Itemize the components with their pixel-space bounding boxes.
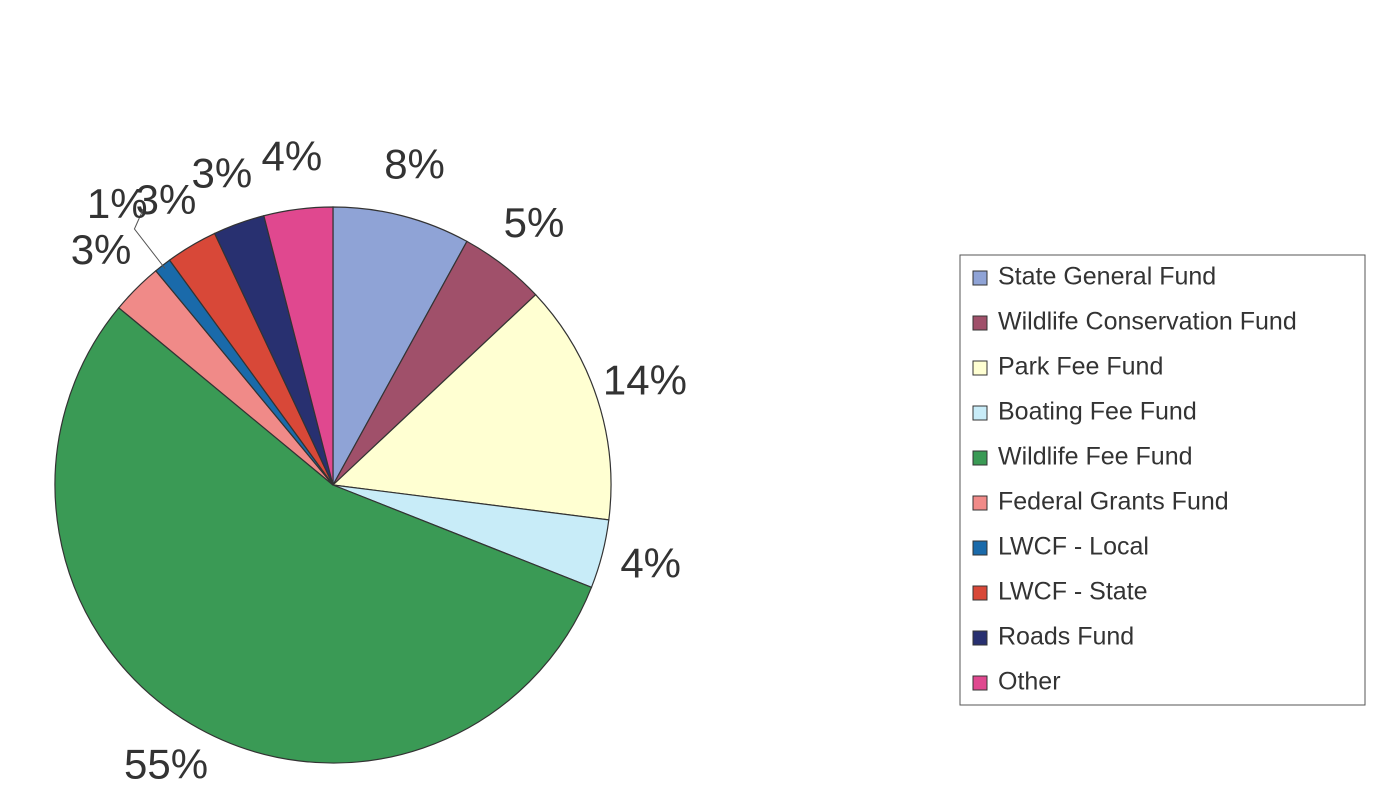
legend-label: Other bbox=[998, 668, 1061, 696]
legend-swatch bbox=[972, 450, 988, 466]
data-label: 8% bbox=[384, 140, 445, 187]
legend-label: Wildlife Conservation Fund bbox=[998, 308, 1297, 336]
legend-label: Park Fee Fund bbox=[998, 353, 1163, 381]
data-label: 1% bbox=[87, 180, 148, 227]
data-label: 14% bbox=[603, 357, 687, 404]
legend-label: Roads Fund bbox=[998, 623, 1134, 651]
legend-swatch bbox=[972, 315, 988, 331]
pie-slice bbox=[332, 206, 468, 486]
legend-label: LWCF - Local bbox=[998, 533, 1149, 561]
data-label: 3% bbox=[71, 226, 132, 273]
legend-swatch bbox=[972, 675, 988, 691]
legend-swatch bbox=[972, 540, 988, 556]
legend-label: Boating Fee Fund bbox=[998, 398, 1197, 426]
data-label: 55% bbox=[124, 740, 208, 787]
legend-swatch bbox=[972, 360, 988, 376]
legend-box bbox=[959, 254, 1366, 706]
legend-label: Federal Grants Fund bbox=[998, 488, 1229, 516]
pie-slice bbox=[263, 206, 334, 486]
pie-slice bbox=[54, 306, 593, 764]
legend-label: LWCF - State bbox=[998, 578, 1148, 606]
leader-line bbox=[133, 206, 166, 269]
legend-swatch bbox=[972, 270, 988, 286]
legend-swatch bbox=[972, 585, 988, 601]
data-label: 4% bbox=[620, 540, 681, 587]
legend-swatch bbox=[972, 495, 988, 511]
legend-swatch bbox=[972, 630, 988, 646]
data-label: 4% bbox=[262, 133, 323, 180]
legend-label: State General Fund bbox=[998, 263, 1216, 291]
legend-label: Wildlife Fee Fund bbox=[998, 443, 1193, 471]
data-label: 3% bbox=[136, 176, 197, 223]
data-label: 3% bbox=[192, 149, 253, 196]
pie-slice bbox=[331, 293, 612, 521]
data-label: 5% bbox=[504, 199, 565, 246]
legend-swatch bbox=[972, 405, 988, 421]
